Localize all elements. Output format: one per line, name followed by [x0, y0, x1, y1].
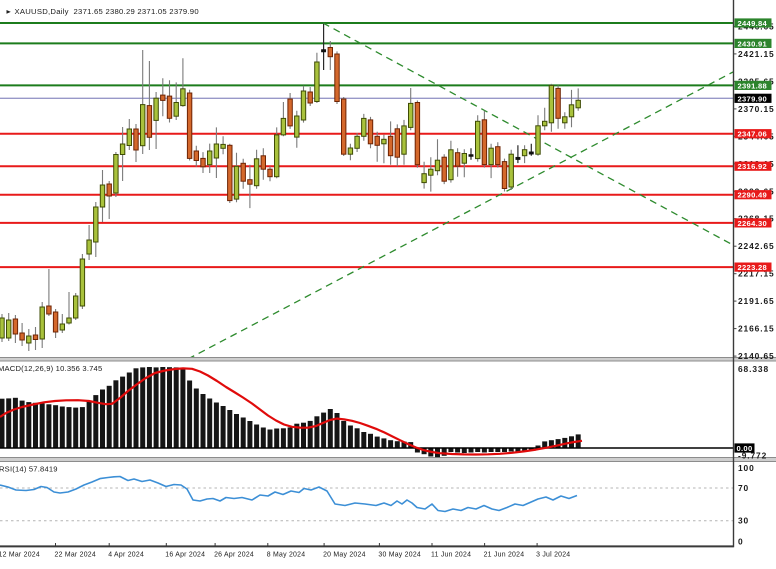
svg-text:30 May 2024: 30 May 2024	[378, 552, 421, 559]
svg-text:2166.15: 2166.15	[738, 324, 775, 334]
svg-text:2223.28: 2223.28	[738, 263, 768, 272]
svg-text:21 Jun 2024: 21 Jun 2024	[484, 552, 525, 559]
svg-text:2379.90: 2379.90	[738, 94, 768, 103]
svg-text:100: 100	[738, 463, 755, 473]
svg-text:11 Jun 2024: 11 Jun 2024	[431, 552, 471, 559]
svg-text:0: 0	[738, 536, 744, 546]
svg-text:2140.65: 2140.65	[738, 351, 775, 361]
svg-text:26 Apr 2024: 26 Apr 2024	[214, 552, 254, 559]
svg-text:70: 70	[738, 483, 749, 493]
svg-text:2242.65: 2242.65	[738, 241, 775, 251]
svg-text:2449.84: 2449.84	[738, 19, 768, 28]
svg-text:2430.91: 2430.91	[738, 39, 768, 48]
svg-text:2316.92: 2316.92	[738, 162, 768, 171]
svg-text:MACD(12,26,9) 10.356 3.745: MACD(12,26,9) 10.356 3.745	[0, 364, 102, 373]
svg-text:3 Jul 2024: 3 Jul 2024	[536, 552, 570, 559]
svg-text:20 May 2024: 20 May 2024	[323, 552, 366, 559]
svg-text:2347.06: 2347.06	[738, 130, 768, 139]
svg-text:68.338: 68.338	[738, 364, 769, 374]
svg-text:30: 30	[738, 516, 749, 526]
svg-text:2391.88: 2391.88	[738, 81, 768, 90]
svg-text:2370.15: 2370.15	[738, 104, 775, 114]
svg-text:16 Apr 2024: 16 Apr 2024	[165, 552, 205, 559]
svg-text:2421.15: 2421.15	[738, 49, 775, 59]
svg-text:12 Mar 2024: 12 Mar 2024	[0, 552, 40, 559]
svg-text:2217.15: 2217.15	[738, 269, 775, 279]
svg-text:2264.30: 2264.30	[738, 219, 768, 228]
svg-text:2191.65: 2191.65	[738, 296, 775, 306]
svg-text:8 May 2024: 8 May 2024	[267, 552, 306, 559]
svg-text:0.00: 0.00	[737, 444, 753, 453]
svg-text:4 Apr 2024: 4 Apr 2024	[108, 552, 144, 559]
svg-text:-9.772: -9.772	[738, 451, 767, 461]
svg-text:RSI(14) 57.8419: RSI(14) 57.8419	[0, 465, 58, 474]
svg-text:2290.49: 2290.49	[738, 191, 768, 200]
svg-text:XAUUSD,Daily 2371.65 2380.29: XAUUSD,Daily 2371.65 2380.29 2371.05 237…	[15, 7, 199, 16]
svg-text:22 Mar 2024: 22 Mar 2024	[55, 552, 96, 559]
